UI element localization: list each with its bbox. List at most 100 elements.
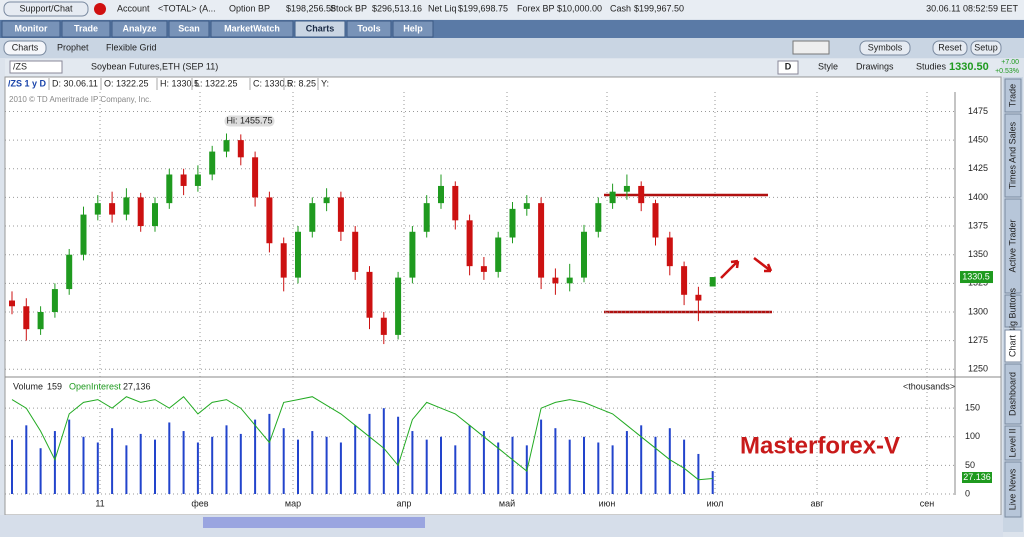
drawings-button[interactable]: Drawings	[856, 61, 894, 71]
side-tab[interactable]	[1004, 294, 1022, 328]
tab[interactable]	[294, 20, 346, 38]
button[interactable]	[932, 40, 968, 56]
input[interactable]	[792, 40, 830, 55]
side-tab[interactable]	[1004, 425, 1022, 461]
tab-label[interactable]: MarketWatch	[224, 23, 280, 33]
volume-bar	[468, 425, 471, 494]
studies-button[interactable]: Studies	[916, 61, 947, 71]
info: H: 1330.5	[160, 78, 199, 88]
side-tab-label[interactable]: Trade	[1007, 84, 1017, 107]
side-tab-label[interactable]: Live News	[1007, 468, 1017, 510]
subtab[interactable]: Flexible Grid	[106, 42, 157, 52]
tab-label[interactable]: Analyze	[122, 23, 156, 33]
side-tab[interactable]	[1004, 363, 1022, 425]
candle-body	[9, 300, 15, 307]
button-label[interactable]: Reset	[938, 42, 962, 52]
side-tab[interactable]	[1004, 461, 1022, 518]
button-label[interactable]: Support/Chat	[19, 3, 73, 13]
aggregation[interactable]: D	[785, 61, 792, 71]
candle-body	[595, 203, 602, 232]
change: +7.00	[1001, 59, 1019, 66]
arrow-down	[753, 257, 773, 273]
volume-bar	[668, 428, 671, 494]
button-label[interactable]: Charts	[12, 42, 39, 52]
candle-body	[323, 197, 330, 204]
volume-bar	[597, 442, 600, 494]
side-tab[interactable]	[1004, 198, 1022, 294]
side-tab[interactable]	[1004, 329, 1022, 363]
scroll-thumb[interactable]	[203, 517, 425, 528]
candle-body	[480, 266, 487, 272]
arrow-up	[720, 259, 740, 279]
tab[interactable]	[392, 20, 434, 38]
annotation: Masterforex-V	[740, 432, 900, 459]
tab[interactable]	[111, 20, 168, 38]
last-price-box	[960, 271, 993, 284]
candle-body	[538, 203, 545, 278]
style-button[interactable]: Style	[818, 61, 838, 71]
tab-label[interactable]: Charts	[306, 23, 335, 33]
status-text: Stock BP	[330, 3, 367, 13]
tab-label[interactable]: Trade	[74, 23, 98, 33]
button[interactable]	[3, 40, 47, 56]
volume-bar	[640, 425, 643, 494]
x-tick-label: май	[499, 498, 515, 508]
status-text: Cash	[610, 3, 631, 13]
side-tab[interactable]	[1004, 78, 1022, 113]
tab[interactable]	[210, 20, 294, 38]
button-label[interactable]: Symbols	[868, 42, 903, 52]
y-tick-label: 1400	[968, 192, 988, 202]
volume-bar	[625, 431, 628, 494]
symbol[interactable]: /ZS	[13, 61, 27, 71]
candle-body	[438, 185, 444, 204]
volume-bar	[297, 439, 299, 494]
chart-area	[4, 76, 1002, 516]
side-tab-label[interactable]: Big Buttons	[1007, 287, 1017, 334]
chart-toolbar	[5, 59, 1001, 76]
tab[interactable]	[168, 20, 210, 38]
x-tick-label: мар	[285, 498, 301, 508]
volume-bar	[168, 422, 171, 494]
tab-label[interactable]: Scan	[178, 23, 200, 33]
candle-body	[623, 185, 630, 192]
clock: 30.06.11 08:52:59 EET	[926, 3, 1018, 13]
tab[interactable]	[61, 20, 111, 38]
last-price-label: 1330.5	[962, 271, 990, 281]
side-tab-label[interactable]: Dashboard	[1007, 372, 1017, 416]
alert-icon[interactable]	[94, 3, 106, 15]
button-label[interactable]: Setup	[974, 42, 998, 52]
button[interactable]	[3, 1, 89, 17]
side-tab[interactable]	[1004, 113, 1022, 198]
button[interactable]	[859, 40, 911, 56]
candle-body	[366, 271, 373, 318]
candle-body	[423, 203, 430, 232]
volume-bar	[425, 439, 428, 494]
change-pct: +0.53%	[995, 68, 1019, 75]
tab-label[interactable]: Monitor	[15, 23, 48, 33]
agg-box[interactable]	[777, 60, 799, 75]
side-tab-label[interactable]: Chart	[1007, 335, 1017, 358]
candle-body	[552, 277, 559, 284]
candle-body	[681, 266, 688, 295]
candle-body	[395, 277, 402, 335]
button[interactable]	[970, 40, 1002, 56]
status-text: Forex BP	[517, 3, 555, 13]
tab[interactable]	[1, 20, 61, 38]
side-tab-label[interactable]: Level II	[1007, 428, 1017, 457]
candle-body	[194, 174, 201, 186]
volume-bar	[354, 425, 357, 494]
candle-body	[23, 306, 30, 330]
tab-label[interactable]: Help	[403, 23, 423, 33]
tab-label[interactable]: Tools	[357, 23, 380, 33]
y-tick-label: 1425	[968, 163, 988, 173]
volume-bar	[511, 436, 514, 494]
candle-body	[695, 294, 702, 301]
side-tab-label[interactable]: Active Trader	[1007, 219, 1017, 272]
candle-body	[509, 208, 516, 238]
subtab[interactable]: Prophet	[57, 42, 89, 52]
side-tab-label[interactable]: Times And Sales	[1007, 121, 1017, 189]
tab[interactable]	[346, 20, 392, 38]
info: R: 8.25	[287, 78, 316, 88]
symbol-box[interactable]	[9, 60, 63, 74]
volume-bar	[111, 428, 114, 494]
